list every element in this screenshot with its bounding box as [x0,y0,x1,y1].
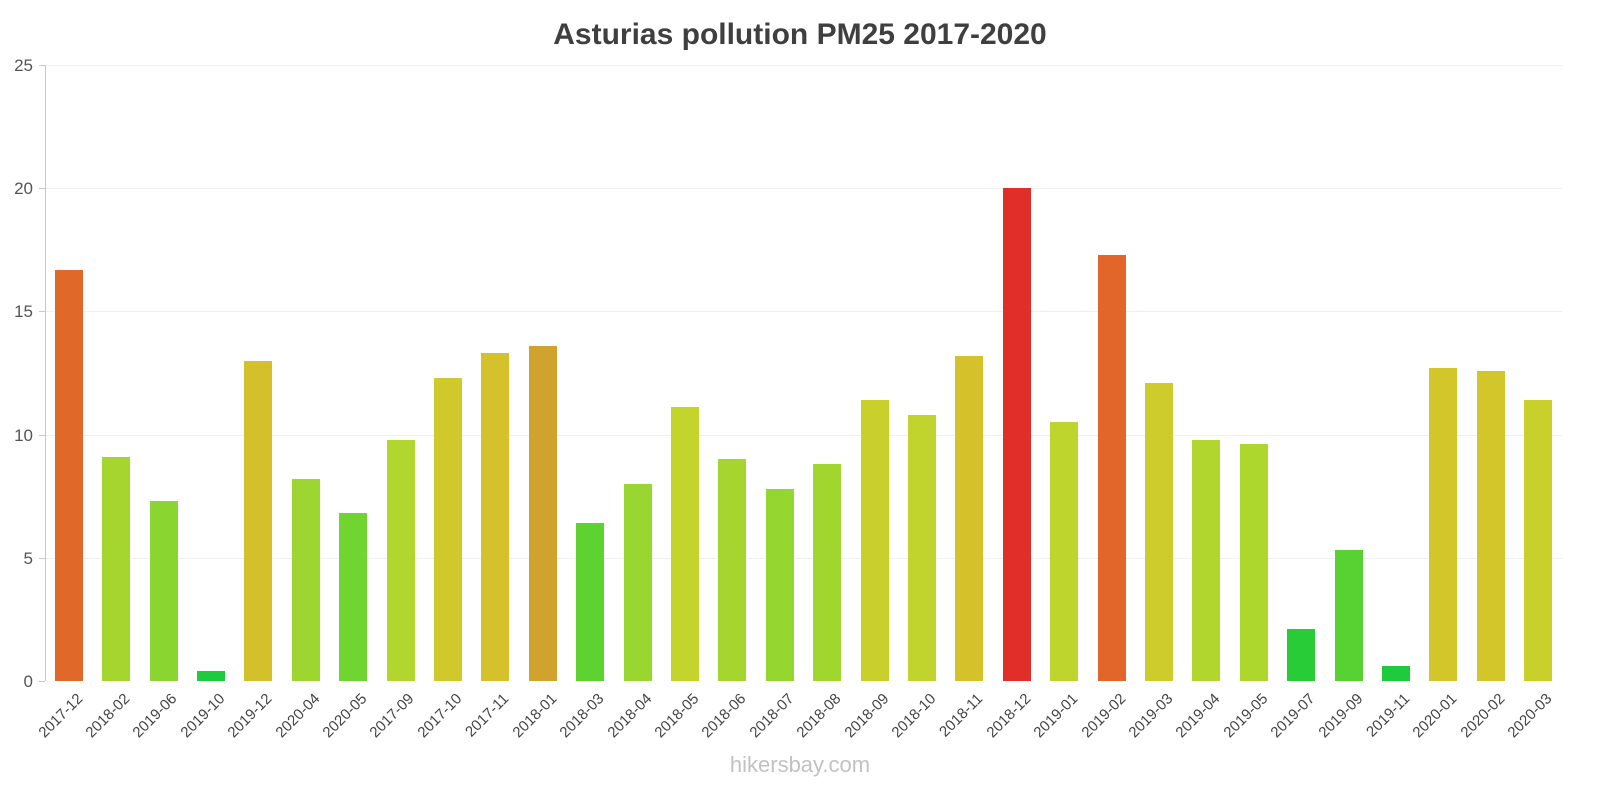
gridline [45,188,1562,190]
x-tick-label: 2020-05 [319,690,371,742]
x-tick-label: 2018-06 [698,690,750,742]
x-tick-label: 2020-03 [1504,690,1556,742]
x-tick-label: 2018-03 [556,690,608,742]
bar [54,269,83,681]
bar [196,671,225,681]
y-tick-label: 10 [14,425,33,445]
x-tick-label: 2020-02 [1457,690,1509,742]
x-tick-label: 2018-05 [651,690,703,742]
x-tick-label: 2017-12 [35,690,87,742]
bar [481,353,510,681]
bar [386,439,415,681]
bar [291,478,320,681]
bar [1192,439,1221,681]
x-tick-label: 2019-07 [1267,690,1319,742]
bar [1382,666,1411,681]
bar [765,488,794,681]
y-tick-label: 15 [14,302,33,322]
y-tick-label: 20 [14,179,33,199]
bar [1002,188,1031,681]
gridline [45,311,1562,313]
watermark-text: hikersbay.com [729,752,871,777]
bar [813,464,842,681]
x-tick-label: 2020-04 [272,690,324,742]
x-tick-label: 2019-03 [1125,690,1177,742]
bar [623,483,652,681]
x-tick-label: 2017-11 [462,690,513,741]
x-tick-label: 2019-01 [1030,690,1082,742]
bar [1145,382,1174,681]
bar [670,407,699,681]
y-axis-tick [39,311,45,313]
x-tick-label: 2018-11 [936,690,987,741]
y-tick-label: 25 [14,56,33,75]
bar [1239,444,1268,681]
chart-title: Asturias pollution PM25 2017-2020 [553,18,1047,51]
bar [339,513,368,681]
x-tick-label: 2019-05 [1220,690,1272,742]
bar [908,414,937,681]
x-tick-label: 2018-09 [840,690,892,742]
x-tick-label: 2019-11 [1363,690,1414,741]
gridline [45,557,1562,559]
gridline [45,434,1562,436]
bar [102,456,131,681]
x-tick-label: 2020-01 [1409,690,1461,742]
bar [1287,629,1316,681]
x-tick-label: 2019-10 [177,690,229,742]
x-tick-label: 2019-04 [1172,690,1224,742]
x-tick-label: 2018-07 [746,690,798,742]
x-tick-label: 2018-08 [793,690,845,742]
x-tick-label: 2018-12 [983,690,1035,742]
bar [1429,368,1458,681]
bar [433,377,462,681]
y-axis-tick [39,65,45,66]
y-tick-label: 5 [23,548,33,568]
x-tick-label: 2018-02 [82,690,134,742]
x-tick-label: 2018-01 [509,690,561,742]
y-axis-line [45,65,46,681]
bar [244,360,273,681]
bar [955,355,984,681]
bar [1097,254,1126,681]
x-tick-label: 2017-10 [414,690,466,742]
x-tick-label: 2018-04 [603,690,655,742]
bar [149,501,178,681]
bar [718,459,747,681]
x-tick-label: 2019-12 [224,690,276,742]
bar [1524,400,1553,681]
bar [860,400,889,681]
bar [576,523,605,681]
y-axis-tick [39,434,45,436]
x-tick-label: 2019-02 [1077,690,1129,742]
bar [1050,422,1079,681]
y-tick-label: 0 [23,672,33,691]
y-axis-tick [39,188,45,190]
x-tick-label: 2018-10 [888,690,940,742]
bar [1476,370,1505,681]
x-tick-label: 2017-09 [366,690,418,742]
bar [1334,550,1363,681]
x-tick-label: 2019-06 [129,690,181,742]
gridline [45,65,1562,66]
y-axis-tick [39,557,45,559]
bar [528,345,557,681]
y-axis-tick [39,681,45,682]
x-tick-label: 2019-09 [1315,690,1366,742]
